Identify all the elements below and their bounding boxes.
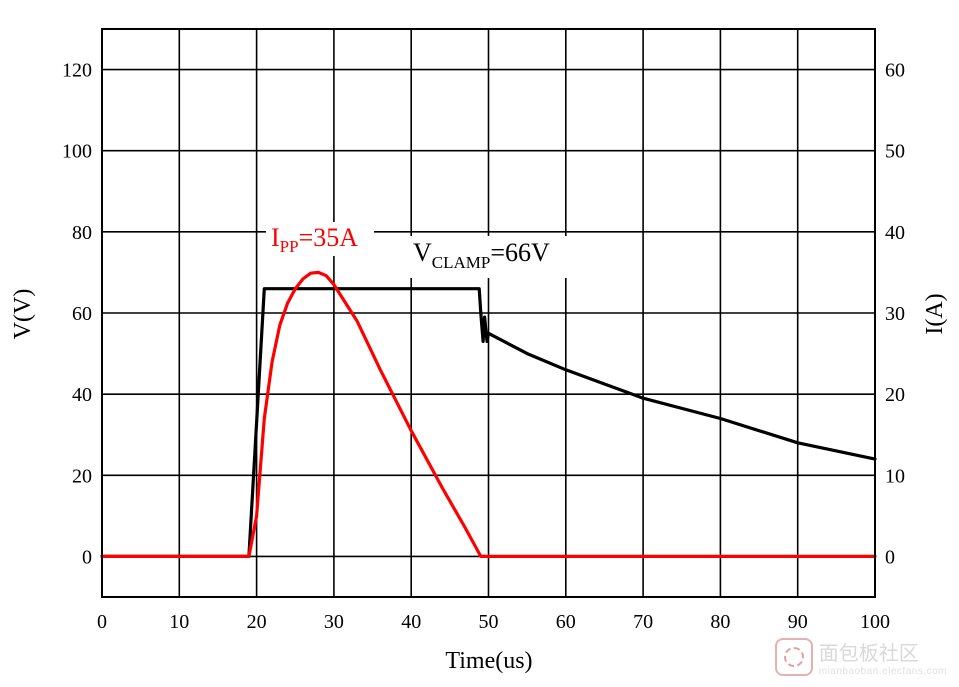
- series-group: [100, 270, 877, 558]
- x-tick-label: 80: [710, 611, 730, 633]
- x-tick-label: 30: [324, 611, 344, 633]
- y-left-tick-label: 40: [72, 384, 92, 406]
- y-right-tick-label: 30: [885, 303, 905, 325]
- watermark-text: 面包板社区: [818, 643, 919, 665]
- x-tick-label: 20: [247, 611, 267, 633]
- tick-labels: 0 10 20 30 40 50 60 70 80 90 100 0 20 40 60 80 100 120 0 10…: [62, 60, 905, 633]
- grid-lines: [101, 29, 876, 597]
- x-tick-label: 60: [556, 611, 576, 633]
- vclamp-rest: =66V: [490, 238, 550, 267]
- y-right-tick-label: 20: [885, 384, 905, 406]
- x-tick-label: 90: [788, 611, 808, 633]
- y-left-tick-label: 80: [72, 222, 92, 244]
- vclamp-main: V: [413, 238, 432, 267]
- vclamp-annotation-bg: [408, 236, 576, 278]
- vclamp-sub: CLAMP: [432, 253, 491, 272]
- x-tick-label: 0: [97, 611, 107, 633]
- plot-frame: [101, 28, 876, 598]
- watermark: 面包板社区 mianbaoban.elecfans.com: [774, 637, 947, 677]
- y-left-tick-label: 0: [82, 546, 92, 568]
- y-left-tick-label: 60: [72, 303, 92, 325]
- y-right-tick-label: 0: [885, 546, 895, 568]
- y-axis-right-label: I(A): [922, 293, 948, 334]
- ipp-annotation-bg: [266, 222, 374, 256]
- ipp-sub: PP: [280, 237, 299, 256]
- y-right-tick-label: 50: [885, 141, 905, 163]
- y-left-tick-label: 100: [62, 141, 92, 163]
- x-tick-label: 100: [860, 611, 890, 633]
- x-tick-label: 40: [401, 611, 421, 633]
- y-axis-left-label: V(V): [10, 289, 36, 340]
- y-right-tick-label: 10: [885, 465, 905, 487]
- ipp-annotation: IPP=35A: [271, 223, 358, 256]
- x-tick-label: 70: [633, 611, 653, 633]
- annotations: IPP=35A VCLAMP=66V: [266, 222, 576, 278]
- x-tick-label: 50: [479, 611, 499, 633]
- y-left-tick-label: 120: [62, 60, 92, 82]
- current-series-line: [100, 270, 877, 558]
- ipp-main: I: [271, 223, 280, 252]
- watermark-subtext: mianbaoban.elecfans.com: [818, 666, 947, 677]
- y-left-tick-label: 20: [72, 465, 92, 487]
- watermark-logo-icon: [774, 638, 813, 676]
- x-axis-label: Time(us): [445, 648, 532, 674]
- ipp-rest: =35A: [299, 223, 359, 252]
- vclamp-annotation: VCLAMP=66V: [413, 238, 550, 272]
- x-tick-label: 10: [169, 611, 189, 633]
- y-right-tick-label: 40: [885, 222, 905, 244]
- y-right-tick-label: 60: [885, 60, 905, 82]
